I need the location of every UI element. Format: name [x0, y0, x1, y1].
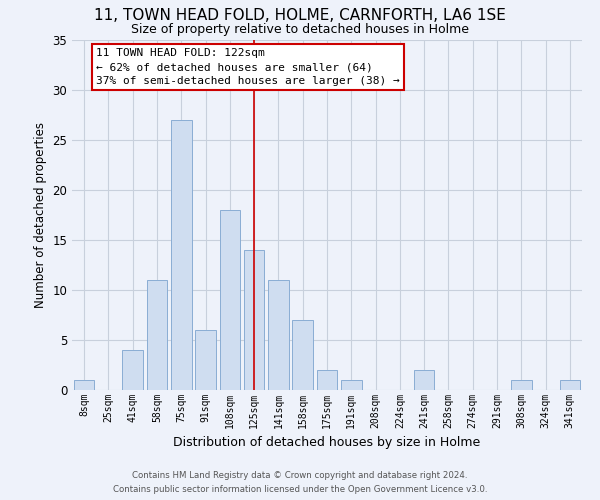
Bar: [220, 210, 240, 390]
Bar: [195, 330, 216, 390]
Bar: [414, 370, 434, 390]
X-axis label: Distribution of detached houses by size in Holme: Distribution of detached houses by size …: [173, 436, 481, 450]
Text: 11 TOWN HEAD FOLD: 122sqm
← 62% of detached houses are smaller (64)
37% of semi-: 11 TOWN HEAD FOLD: 122sqm ← 62% of detac…: [96, 48, 400, 86]
Y-axis label: Number of detached properties: Number of detached properties: [34, 122, 47, 308]
Bar: [146, 280, 167, 390]
Bar: [122, 350, 143, 390]
Bar: [341, 380, 362, 390]
Bar: [560, 380, 580, 390]
Bar: [244, 250, 265, 390]
Bar: [292, 320, 313, 390]
Bar: [74, 380, 94, 390]
Text: 11, TOWN HEAD FOLD, HOLME, CARNFORTH, LA6 1SE: 11, TOWN HEAD FOLD, HOLME, CARNFORTH, LA…: [94, 8, 506, 22]
Text: Contains HM Land Registry data © Crown copyright and database right 2024.
Contai: Contains HM Land Registry data © Crown c…: [113, 472, 487, 494]
Bar: [317, 370, 337, 390]
Text: Size of property relative to detached houses in Holme: Size of property relative to detached ho…: [131, 22, 469, 36]
Bar: [171, 120, 191, 390]
Bar: [511, 380, 532, 390]
Bar: [268, 280, 289, 390]
